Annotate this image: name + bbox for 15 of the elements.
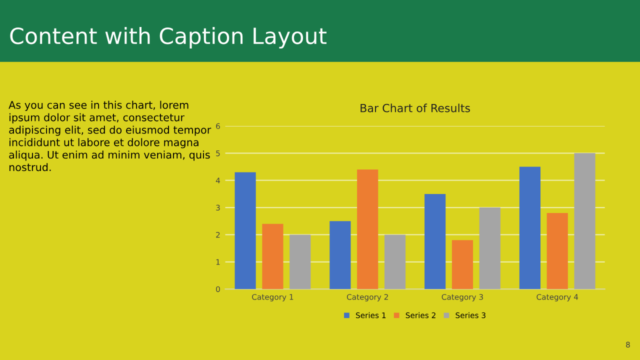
- bar: [424, 194, 446, 290]
- text: As you can see in this chart, lorem ipsum dolor sit amet, consectetur adipiscing elit, sed do eiusmod tempor incididunt ut labore et dolore magna aliqua. Ut enim ad minim veniam, quis nostrud.: [8, 100, 212, 172]
- bar: [262, 224, 284, 290]
- chart-title: Bar Chart of Results: [360, 104, 470, 112]
- bar: [384, 234, 406, 290]
- bar: [330, 221, 351, 290]
- text: Content with Caption Layout: [10, 27, 326, 49]
- bar: [290, 234, 311, 290]
- bar: [234, 172, 256, 290]
- bar: [519, 166, 540, 290]
- bar: [357, 169, 378, 290]
- bar: [574, 153, 596, 290]
- bar: [546, 212, 568, 290]
- bar: [452, 240, 474, 290]
- bar: [479, 208, 500, 290]
